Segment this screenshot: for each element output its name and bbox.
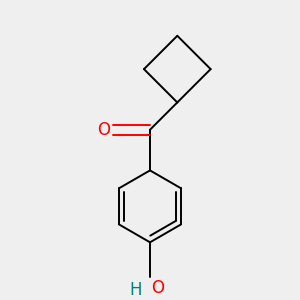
- Text: O: O: [97, 121, 110, 139]
- Text: H: H: [130, 280, 142, 298]
- Text: O: O: [152, 279, 165, 297]
